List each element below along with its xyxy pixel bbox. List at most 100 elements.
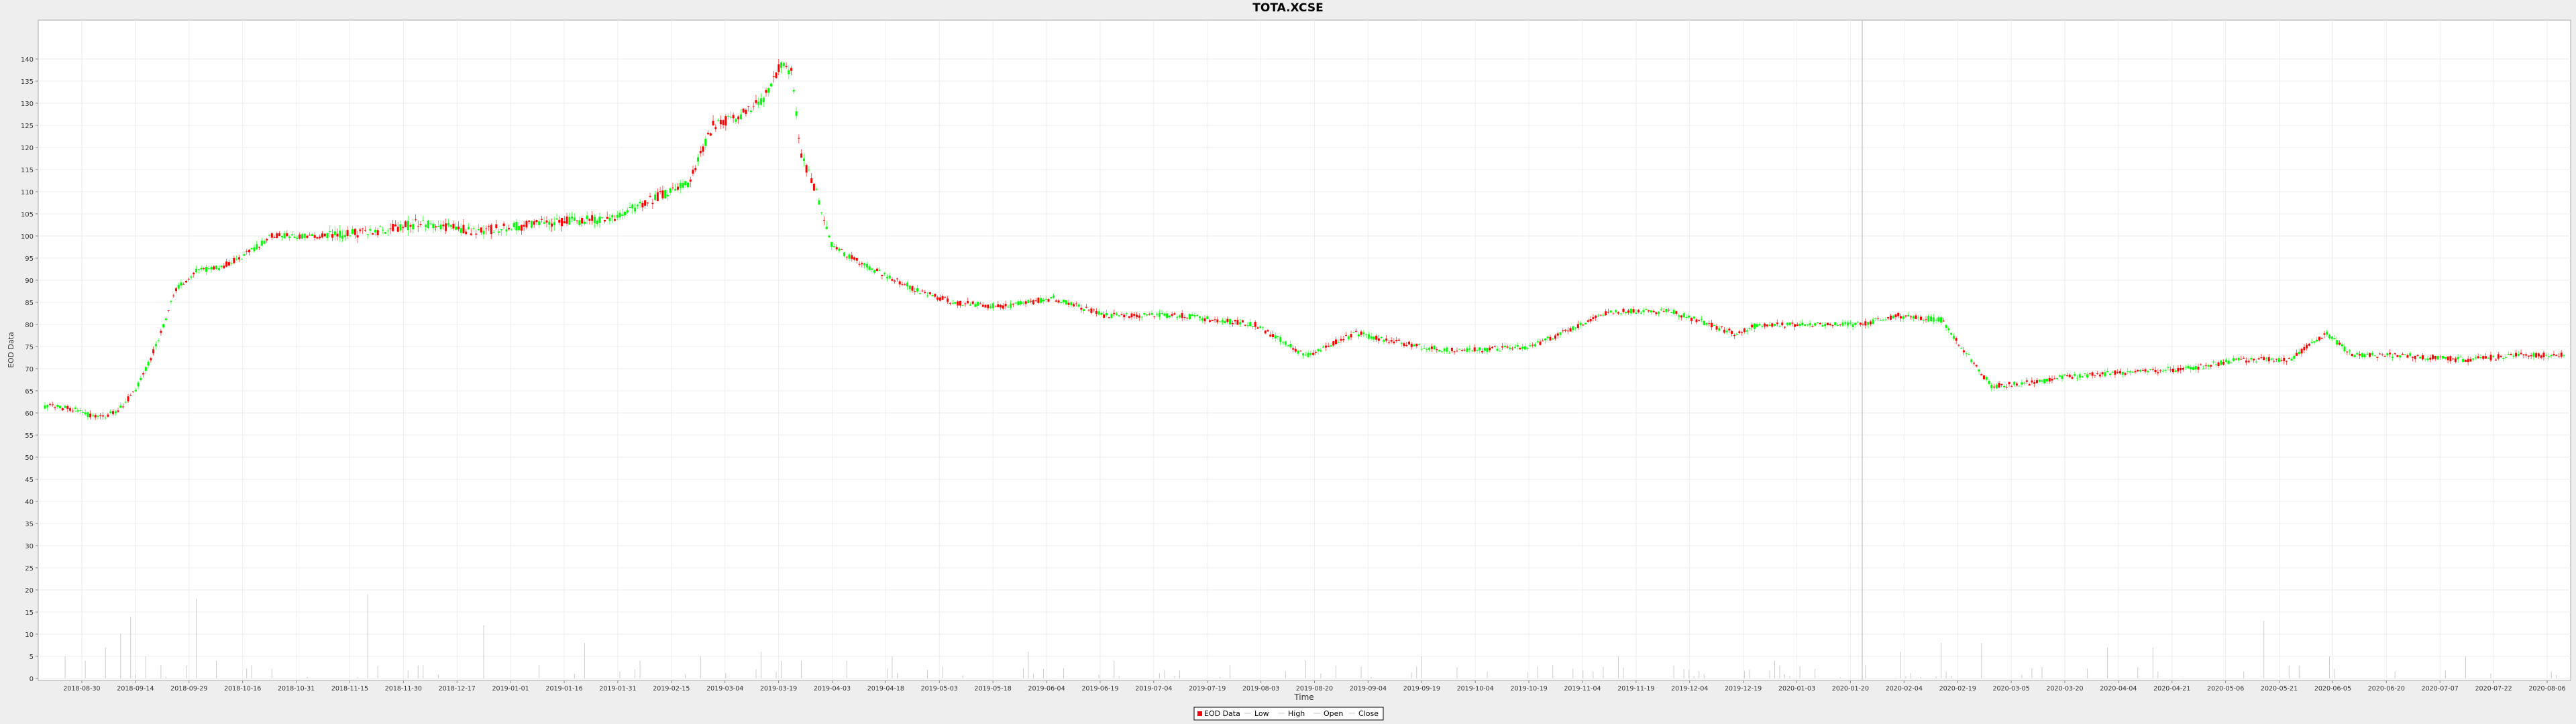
- candle-body: [621, 215, 624, 216]
- candle-body: [1682, 313, 1685, 318]
- candle-body: [2098, 374, 2101, 377]
- candle-body: [636, 204, 639, 206]
- candle-body: [210, 267, 213, 269]
- y-tick-label: 130: [21, 101, 34, 108]
- candle-body: [611, 215, 614, 218]
- candle-body: [1463, 349, 1466, 351]
- y-tick-label: 125: [21, 123, 34, 130]
- candle-body: [56, 404, 59, 407]
- candle-body: [1053, 296, 1055, 298]
- candle-body: [134, 389, 137, 391]
- candle-body: [154, 344, 157, 347]
- candle-body: [84, 412, 87, 415]
- candle-body: [553, 222, 555, 226]
- candle-body: [1937, 317, 1940, 322]
- candle-body: [1776, 322, 1778, 324]
- candle-body: [260, 241, 263, 246]
- candle-body: [555, 218, 558, 220]
- candle-body: [654, 194, 657, 200]
- candle-body: [1635, 312, 1638, 314]
- candle-body: [1589, 319, 1592, 322]
- x-tick-label: 2018-09-29: [170, 685, 207, 692]
- y-tick-label: 45: [25, 477, 34, 484]
- x-tick-label: 2020-05-21: [2261, 685, 2298, 692]
- candle-body: [1199, 316, 1201, 318]
- x-tick-label: 2019-04-03: [814, 685, 851, 692]
- candle-body: [782, 63, 785, 66]
- candle-body: [467, 227, 470, 230]
- candle-body: [571, 217, 574, 219]
- y-tick-label: 95: [25, 255, 34, 263]
- candle-body: [452, 223, 455, 229]
- candle-body: [2222, 362, 2225, 365]
- candle-body: [1387, 342, 1390, 343]
- candle-body: [1188, 314, 1191, 320]
- candle-body: [1103, 314, 1106, 318]
- candle-body: [1055, 300, 1057, 302]
- candle-body: [1143, 313, 1146, 315]
- candle-body: [187, 278, 190, 280]
- candle-body: [1438, 350, 1441, 352]
- candle-body: [1446, 347, 1448, 352]
- x-tick-label: 2020-01-20: [1832, 685, 1869, 692]
- candle-body: [160, 330, 162, 333]
- candle-body: [2220, 360, 2222, 365]
- candle-body: [1968, 354, 1970, 355]
- candle-body: [1241, 320, 1244, 323]
- candle-body: [1090, 308, 1093, 313]
- candle-body: [525, 221, 528, 228]
- candle-body: [1302, 353, 1305, 355]
- candle-body: [2429, 357, 2432, 360]
- candle-body: [1569, 328, 1572, 332]
- candle-body: [439, 225, 442, 229]
- candle-body: [2474, 357, 2477, 359]
- candle-body: [2045, 378, 2048, 382]
- candle-body: [2482, 356, 2485, 359]
- candle-body: [818, 200, 820, 205]
- candle-body: [1978, 369, 1980, 372]
- candle-body: [162, 324, 165, 328]
- candle-body: [326, 233, 329, 239]
- y-tick-label: 55: [25, 432, 34, 440]
- y-tick-label: 110: [21, 189, 34, 196]
- candle-body: [1077, 304, 1080, 307]
- candle-body: [215, 265, 218, 269]
- legend-label-eod: EOD Data: [1204, 709, 1240, 718]
- candle-body: [838, 248, 841, 251]
- candle-body: [246, 251, 248, 252]
- candle-body: [2212, 361, 2215, 363]
- candle-body: [500, 229, 502, 231]
- candle-body: [1047, 299, 1050, 302]
- candle-body: [1022, 302, 1024, 304]
- candle-body: [1658, 311, 1660, 314]
- candle-body: [885, 277, 888, 279]
- candle-body: [66, 406, 69, 410]
- candle-body: [2394, 353, 2396, 355]
- candle-body: [2074, 373, 2076, 376]
- x-tick-label: 2020-02-04: [1886, 685, 1923, 692]
- candle-body: [566, 217, 568, 224]
- candle-body: [1110, 314, 1113, 318]
- candle-body: [1108, 317, 1110, 318]
- candle-body: [2464, 360, 2467, 362]
- candle-body: [124, 402, 127, 403]
- candle-body: [2404, 354, 2406, 355]
- candle-body: [1872, 319, 1874, 324]
- candle-body: [1140, 316, 1143, 318]
- candle-body: [944, 296, 947, 298]
- candle-body: [2240, 359, 2243, 360]
- candle-body: [762, 97, 765, 103]
- x-tick-label: 2019-01-16: [545, 685, 582, 692]
- candle-body: [1513, 347, 1516, 349]
- candle-body: [2426, 358, 2429, 361]
- candle-body: [51, 404, 54, 406]
- candle-body: [1403, 343, 1405, 347]
- candle-body: [356, 235, 359, 238]
- candle-body: [1629, 308, 1632, 314]
- candle-body: [1536, 341, 1539, 343]
- candle-body: [1410, 343, 1413, 347]
- candle-body: [800, 153, 803, 158]
- candle-body: [865, 263, 868, 268]
- candle-body: [747, 106, 750, 107]
- candle-body: [1519, 347, 1521, 350]
